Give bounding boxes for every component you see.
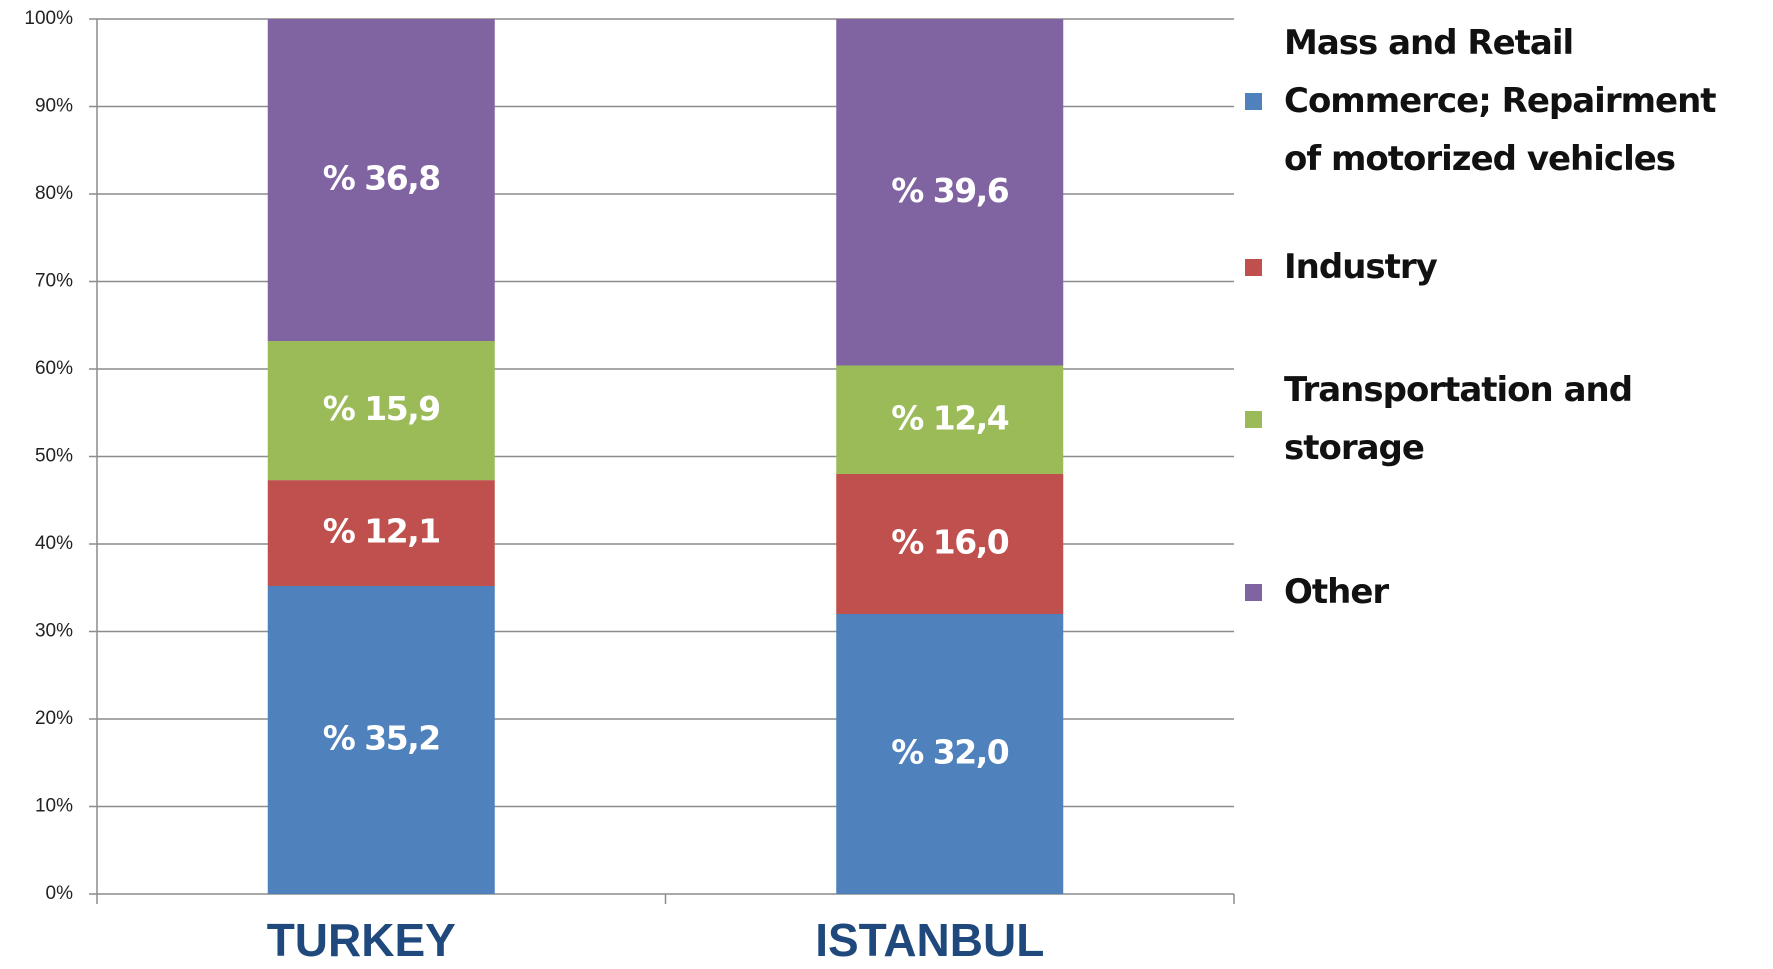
x-tick-label: ISTANBUL: [815, 914, 1044, 966]
data-label: % 15,9: [323, 389, 440, 428]
y-tick-label: 20%: [35, 708, 73, 729]
y-tick-label: 60%: [35, 358, 73, 379]
legend-item: Transportation and storage: [1245, 361, 1765, 477]
legend-item: Other: [1245, 563, 1765, 621]
legend-label: Industry: [1284, 247, 1438, 287]
x-tick-label: TURKEY: [267, 914, 456, 966]
y-tick-label: 80%: [35, 183, 73, 204]
bar-segment: [836, 19, 1064, 366]
y-tick-label: 40%: [35, 533, 73, 554]
legend-item: Industry: [1245, 238, 1765, 296]
bar-segment: [836, 365, 1064, 474]
legend-swatch: [1245, 92, 1262, 110]
y-tick-label: 50%: [35, 446, 73, 467]
legend-label: Transportation and storage: [1284, 370, 1633, 468]
data-label: % 12,4: [891, 398, 1009, 437]
legend-label: Other: [1284, 572, 1389, 612]
y-tick-label: 30%: [35, 621, 73, 642]
data-label: % 16,0: [891, 523, 1009, 562]
y-tick-label: 100%: [24, 8, 73, 29]
legend-item: Mass and Retail Commerce; Repairment of …: [1245, 14, 1765, 188]
data-label: % 12,1: [323, 512, 440, 551]
bar-segment: [267, 480, 495, 586]
y-tick-label: 0%: [46, 883, 74, 904]
y-tick-label: 70%: [35, 271, 73, 292]
data-label: % 36,8: [323, 159, 440, 198]
bar-segment: [836, 474, 1064, 614]
data-label: % 32,0: [891, 733, 1009, 772]
data-label: % 39,6: [891, 171, 1009, 210]
legend-swatch: [1245, 258, 1262, 276]
bar-segment: [267, 19, 495, 341]
y-tick-label: 10%: [35, 796, 73, 817]
legend-swatch: [1245, 583, 1262, 601]
legend-swatch: [1245, 410, 1262, 428]
bar-segment: [267, 341, 495, 481]
bar-segment: [836, 614, 1064, 894]
bar-segment: [267, 586, 495, 894]
y-tick-label: 90%: [35, 96, 73, 117]
data-label: % 35,2: [323, 719, 440, 758]
legend-label: Mass and Retail Commerce; Repairment of …: [1284, 23, 1717, 179]
